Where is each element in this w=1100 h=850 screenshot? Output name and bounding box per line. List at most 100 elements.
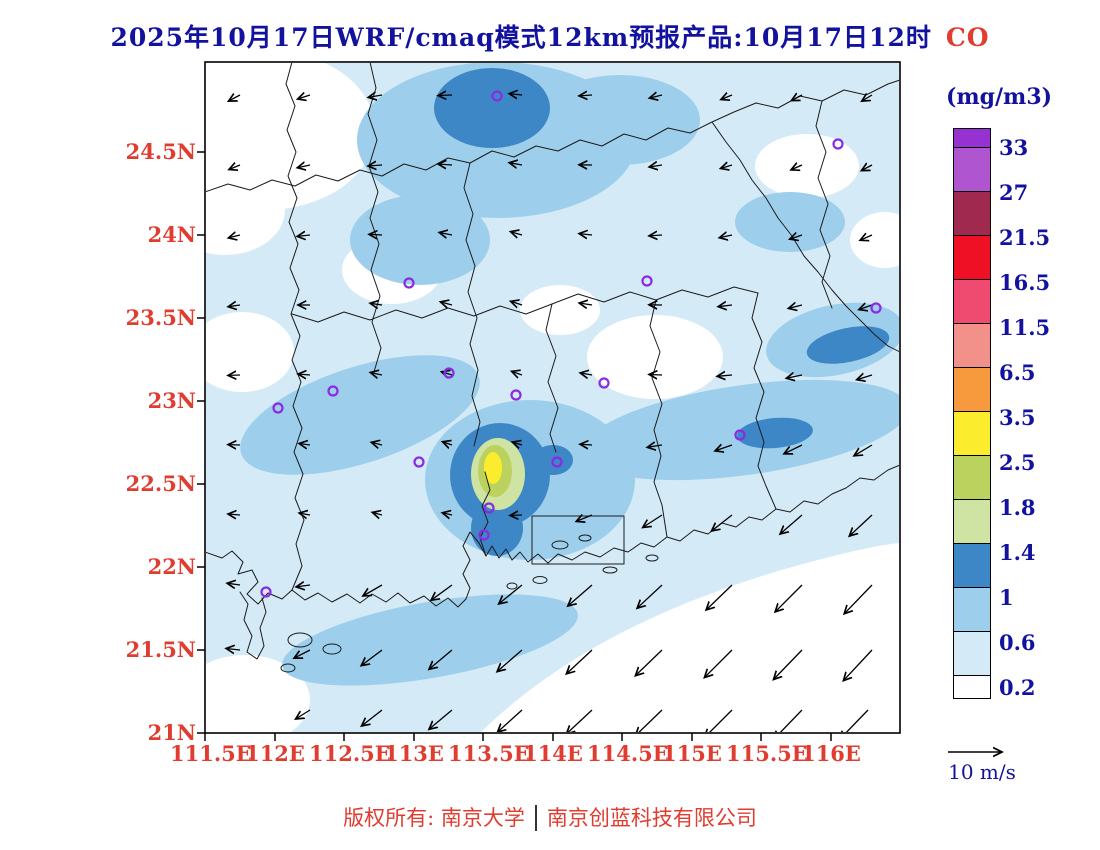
city-border: [545, 303, 559, 453]
wind-arrow: [297, 235, 311, 236]
city-border: [291, 303, 553, 323]
wind-arrow: [499, 584, 523, 604]
wind-arrow: [228, 514, 241, 515]
wind-arrow: [497, 649, 523, 672]
lon-tick-label: 112E: [245, 741, 305, 766]
wind-arrow: [774, 709, 803, 732]
lon-tick-label: 115E: [662, 741, 722, 766]
station-marker: [327, 385, 339, 397]
wind-arrow: [647, 445, 663, 447]
wind-arrow: [440, 302, 453, 305]
station-marker: [413, 456, 425, 468]
wind-arrow: [566, 709, 593, 732]
legend-cell: [953, 631, 991, 676]
axis-ticks: [197, 151, 832, 741]
station-marker: [443, 367, 455, 379]
island: [506, 582, 518, 590]
station-marker: [491, 90, 503, 102]
wind-arrow: [774, 649, 803, 680]
wind-arrow: [512, 371, 523, 375]
clear-region: [206, 165, 285, 255]
station-markers: [260, 90, 882, 598]
wind-arrow: [780, 514, 803, 534]
legend-cell: [953, 191, 991, 236]
wind-arrow: [298, 95, 311, 99]
lat-tick-label: 23N: [147, 388, 196, 413]
wind-arrow: [704, 709, 733, 732]
co-region: [806, 326, 890, 364]
legend-label: 6.5: [999, 360, 1036, 385]
legend-cell: [953, 128, 991, 148]
wind-arrow: [649, 165, 663, 167]
wind-arrow: [431, 584, 453, 600]
title-pollutant: CO: [945, 23, 990, 52]
station-marker: [510, 389, 522, 401]
legend-label: 33: [999, 135, 1029, 160]
legend-label: 0.6: [999, 630, 1036, 655]
wind-arrow: [721, 165, 733, 169]
island: [602, 566, 618, 574]
wind-arrow: [298, 374, 311, 375]
map-boundaries: [206, 63, 899, 673]
footer-divider-icon: [534, 805, 537, 831]
map-frame: [204, 61, 901, 734]
wind-arrow: [370, 373, 383, 376]
wind-arrow: [579, 303, 593, 305]
wind-arrow: [721, 95, 733, 100]
station-marker: [272, 402, 284, 414]
lat-tick-label: 23.5N: [125, 305, 196, 330]
island: [280, 663, 296, 673]
colorbar-labels: 33 27 21.5 16.5 11.5 6.5 3.5 2.5 1.8 1.4 1 0.6 0.2: [999, 128, 1063, 718]
wind-arrow: [368, 165, 383, 166]
wind-arrow: [840, 709, 869, 732]
wind-arrow: [566, 649, 593, 674]
legend-label: 21.5: [999, 225, 1051, 250]
wind-arrow: [429, 709, 453, 729]
wind-arrow: [861, 165, 873, 171]
wind-arrow: [844, 584, 873, 614]
wind-arrow: [511, 301, 523, 305]
wind-arrow: [635, 709, 663, 732]
wind-arrow: [860, 235, 873, 240]
wind-arrow: [857, 375, 873, 380]
island: [287, 632, 313, 648]
wind-arrow: [854, 444, 873, 456]
legend-label: 2.5: [999, 450, 1036, 475]
wind-arrow: [786, 375, 803, 378]
wind-arrow: [362, 709, 383, 726]
wind-arrow: [649, 375, 663, 376]
clear-region: [587, 315, 723, 399]
legend-label: 1.4: [999, 540, 1036, 565]
station-marker: [641, 275, 653, 287]
legend-cell: [953, 675, 991, 699]
wind-arrow: [296, 709, 311, 719]
wind-arrow: [296, 585, 311, 587]
co-region: [540, 75, 700, 165]
lat-tick-label: 24.5N: [125, 139, 196, 164]
lon-tick-label: 114E: [523, 741, 583, 766]
wind-arrow: [229, 95, 241, 101]
wind-arrow: [228, 235, 241, 238]
station-marker: [598, 377, 610, 389]
legend-label: 0.2: [999, 675, 1036, 700]
wind-arrow: [712, 514, 733, 531]
wind-arrow: [442, 372, 453, 375]
legend-cell: [953, 543, 991, 588]
wind-arrow: [704, 649, 733, 678]
wind-arrow-field: [226, 94, 873, 732]
station-marker: [734, 429, 746, 441]
island: [645, 554, 659, 562]
wind-arrow: [706, 584, 733, 610]
title-text: 2025年10月17日WRF/cmaq模式12km预报产品:10月17日12时: [110, 23, 932, 52]
city-border: [367, 63, 382, 373]
wind-arrow: [843, 649, 873, 681]
wind-arrow: [363, 584, 383, 596]
lon-tick-label: 112.5E: [309, 741, 391, 766]
wind-arrow: [579, 95, 593, 96]
wind-arrow: [228, 305, 241, 307]
wind-arrow: [717, 375, 733, 376]
legend-cell: [953, 499, 991, 544]
wind-arrow: [788, 305, 803, 308]
river-estuary-line: [479, 471, 491, 557]
co-region: [434, 68, 550, 148]
